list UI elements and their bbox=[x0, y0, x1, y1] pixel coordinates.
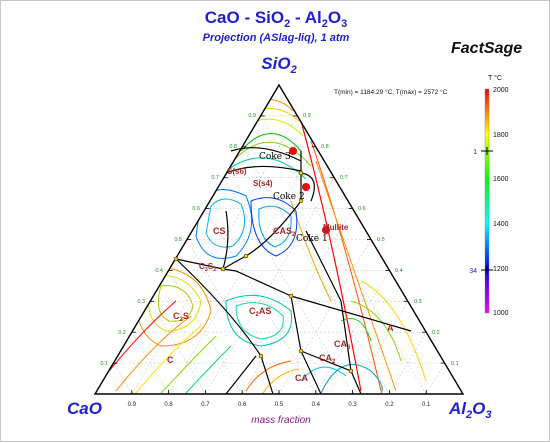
colorbar-tick: 1400 bbox=[493, 221, 509, 228]
invariant-point bbox=[243, 253, 249, 259]
coke-1-marker bbox=[322, 226, 330, 234]
temperature-range: T(min) = 1184.29 °C, T(max) = 2572 °C bbox=[334, 88, 448, 96]
bottom-tick: 0.4 bbox=[312, 402, 321, 408]
diagram-title: CaO - SiO2 - Al2O3 bbox=[205, 8, 347, 30]
factsage-logo: FactSage bbox=[451, 40, 522, 57]
bottom-tick: 0.1 bbox=[422, 402, 431, 408]
phase-label-a: A bbox=[387, 323, 394, 333]
grid-line bbox=[425, 362, 445, 395]
right-tick: 0.5 bbox=[377, 237, 385, 243]
colorbar-tick: 1800 bbox=[493, 132, 509, 139]
vertex-label-top: SiO2 bbox=[261, 54, 296, 76]
colorbar-tick: 1200 bbox=[493, 266, 509, 273]
phase-label-s4: S(s4) bbox=[253, 179, 273, 188]
diagram-subtitle: Projection (ASlag-liq), 1 atm bbox=[203, 32, 350, 44]
bottom-tick: 0.2 bbox=[385, 402, 394, 408]
grid-line bbox=[186, 239, 280, 395]
right-tick: 0.9 bbox=[303, 113, 311, 119]
vertex-label-right: Al2O3 bbox=[448, 399, 491, 421]
left-tick: 0.2 bbox=[118, 330, 126, 336]
phase-label-cs: CS bbox=[213, 226, 226, 236]
coke-1-label: Coke 1 bbox=[296, 234, 328, 244]
colorbar bbox=[484, 88, 490, 314]
left-tick: 0.5 bbox=[174, 237, 182, 243]
coke-3-marker bbox=[289, 147, 297, 155]
grid-line bbox=[223, 177, 353, 395]
colorbar-unit: T °C bbox=[488, 74, 502, 82]
colorbar-marker-label-bottom: 34 bbox=[469, 268, 477, 275]
phase-label-cas2: CAS2 bbox=[273, 226, 296, 238]
invariant-point bbox=[348, 368, 354, 374]
right-tick: 0.4 bbox=[395, 268, 403, 274]
colorbar-ticks: 2000 1800 1600 1400 1200 1000 bbox=[493, 87, 509, 317]
axis-label-mass-fraction: mass fraction bbox=[251, 415, 311, 426]
grid-line bbox=[113, 362, 133, 395]
colorbar-markers bbox=[481, 147, 493, 274]
vertex-label-left: CaO bbox=[67, 399, 102, 418]
bottom-tick: 0.8 bbox=[164, 402, 173, 408]
right-tick: 0.3 bbox=[414, 299, 422, 305]
invariant-points bbox=[173, 170, 354, 374]
invariant-point bbox=[298, 198, 304, 204]
colorbar-tick: 2000 bbox=[493, 87, 509, 94]
bottom-tick: 0.6 bbox=[238, 402, 247, 408]
left-tick: 0.6 bbox=[192, 206, 200, 212]
invariant-point bbox=[173, 256, 179, 262]
phase-label-c2as: C2AS bbox=[249, 306, 271, 318]
right-axis-ticks: 0.9 0.8 0.7 0.6 0.5 0.4 0.3 0.2 0.1 bbox=[303, 113, 459, 367]
phase-label-s6: S(s6) bbox=[227, 167, 247, 176]
bottom-tick: 0.3 bbox=[348, 402, 357, 408]
bottom-tick: 0.7 bbox=[201, 402, 210, 408]
phase-label-ca2: CA2 bbox=[319, 353, 336, 365]
right-tick: 0.8 bbox=[321, 144, 329, 150]
coke-3-label: Coke 3 bbox=[259, 152, 291, 162]
colorbar-tick: 1600 bbox=[493, 176, 509, 183]
isotherm-contours bbox=[100, 99, 427, 394]
invariant-point bbox=[220, 266, 226, 272]
left-tick: 0.4 bbox=[155, 268, 163, 274]
edge-ticks bbox=[113, 115, 445, 394]
phase-label-c3s2: C3S2 bbox=[199, 262, 216, 273]
coke-2-marker bbox=[302, 183, 310, 191]
grid-line bbox=[131, 115, 298, 395]
left-axis-ticks: 0.1 0.2 0.3 0.4 0.5 0.6 0.7 0.8 0.9 bbox=[100, 113, 256, 367]
phase-label-c2s: C2S bbox=[173, 311, 189, 323]
colorbar-marker-label-top: 1 bbox=[473, 149, 477, 156]
phase-label-ca6: CA6 bbox=[334, 339, 351, 351]
grid-line bbox=[278, 239, 372, 395]
bottom-tick: 0.5 bbox=[275, 402, 284, 408]
coke-markers bbox=[289, 147, 330, 234]
colorbar-tick: 1000 bbox=[493, 310, 509, 317]
grid-line bbox=[260, 115, 427, 395]
phase-label-c: C bbox=[167, 355, 174, 365]
invariant-point bbox=[288, 293, 294, 299]
left-tick: 0.1 bbox=[100, 361, 108, 367]
bottom-tick: 0.9 bbox=[128, 402, 137, 408]
invariant-point bbox=[258, 353, 264, 359]
left-tick: 0.3 bbox=[137, 299, 145, 305]
right-tick: 0.2 bbox=[432, 330, 440, 336]
right-tick: 0.6 bbox=[358, 206, 366, 212]
phase-label-ca: CA bbox=[295, 373, 308, 383]
grid-line bbox=[352, 301, 409, 395]
coke-2-label: Coke 2 bbox=[273, 192, 305, 202]
right-tick: 0.7 bbox=[340, 175, 348, 181]
invariant-point bbox=[298, 170, 304, 176]
left-tick: 0.7 bbox=[211, 175, 219, 181]
left-tick: 0.8 bbox=[229, 144, 237, 150]
left-tick: 0.9 bbox=[248, 113, 256, 119]
right-tick: 0.1 bbox=[451, 361, 459, 367]
phase-label-mullite: Mullite bbox=[323, 223, 349, 232]
invariant-point bbox=[298, 348, 304, 354]
bottom-axis-ticks: 0.9 0.8 0.7 0.6 0.5 0.4 0.3 0.2 0.1 bbox=[128, 402, 431, 408]
